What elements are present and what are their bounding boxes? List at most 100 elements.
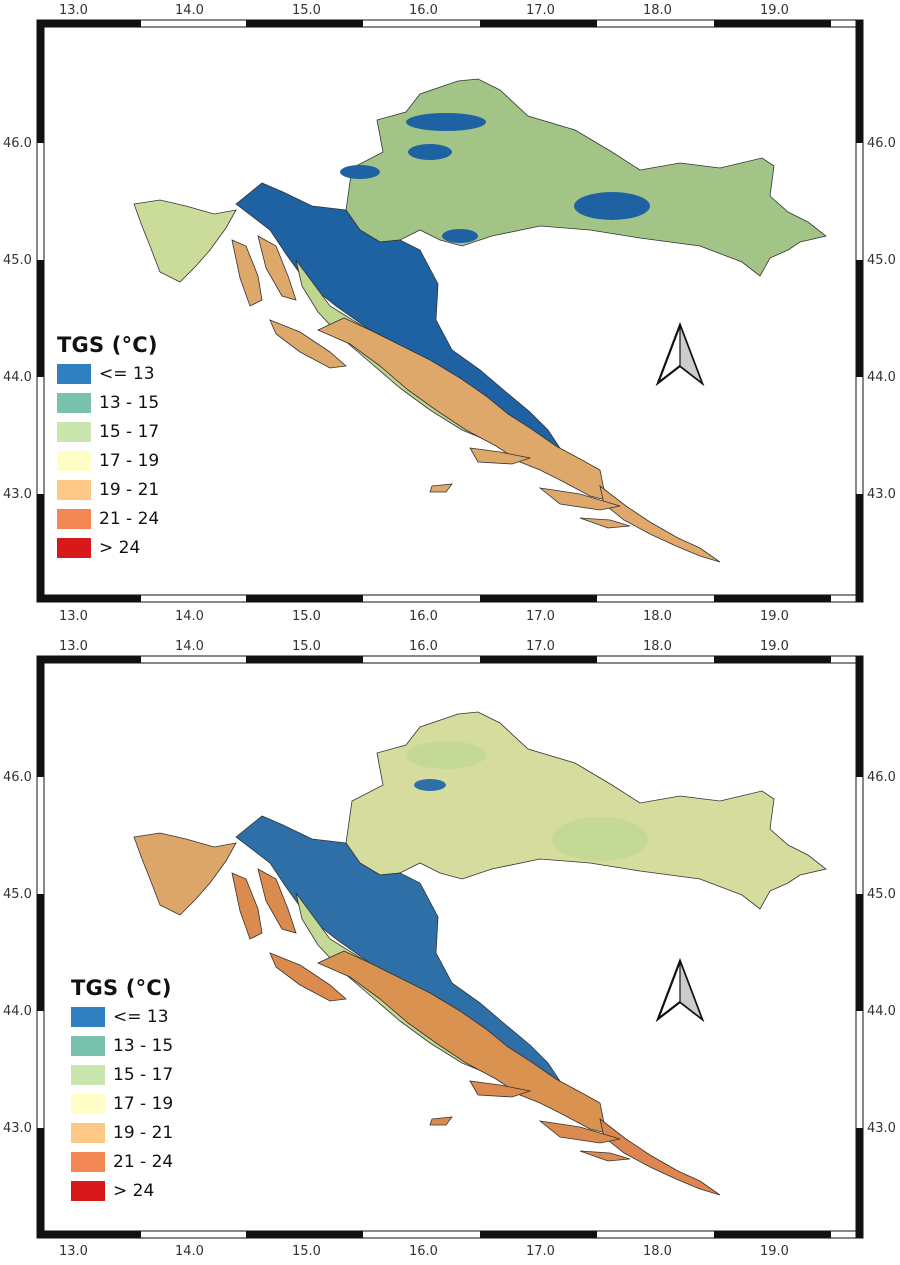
x-tick-label: 17.0: [526, 609, 555, 624]
croatia-map: [133, 78, 827, 563]
region-highland: [235, 815, 561, 1090]
island-1: [231, 239, 263, 307]
legend: TGS (°C) <= 13 13 - 15 15 - 17 17 - 19 1…: [57, 333, 159, 562]
legend-label: 13 - 15: [113, 1035, 174, 1056]
y-tick-labels-left: 46.0 45.0 44.0 43.0: [3, 136, 32, 502]
legend-label: <= 13: [113, 1006, 169, 1027]
y-tick-labels-right: 46.0 45.0 44.0 43.0: [867, 770, 896, 1136]
legend-label: <= 13: [99, 363, 155, 384]
scale-bar-bottom: [36, 1230, 864, 1239]
island-4: [469, 1080, 532, 1098]
legend-title: TGS (°C): [71, 976, 172, 1000]
legend: TGS (°C) <= 13 13 - 15 15 - 17 17 - 19 1…: [71, 976, 173, 1205]
x-tick-labels-bottom: 13.0 14.0 15.0 16.0 17.0 18.0 19.0: [59, 609, 789, 624]
x-tick-label: 13.0: [59, 609, 88, 624]
island-6: [579, 1150, 631, 1162]
legend-label: > 24: [99, 537, 141, 558]
legend-item: <= 13: [57, 359, 159, 388]
region-istria: [133, 832, 237, 916]
y-tick-labels-left: 46.0 45.0 44.0 43.0: [3, 770, 32, 1136]
x-tick-labels-top: 13.0 14.0 15.0 16.0 17.0 18.0 19.0: [59, 3, 789, 18]
x-tick-label: 19.0: [760, 609, 789, 624]
scale-bar-bottom: [36, 594, 864, 603]
x-tick-label: 15.0: [292, 639, 321, 654]
legend-swatch: [71, 1064, 105, 1085]
legend-swatch: [71, 1093, 105, 1114]
legend-swatch: [71, 1006, 105, 1027]
x-tick-label: 16.0: [409, 639, 438, 654]
y-tick-label: 43.0: [3, 1121, 32, 1136]
scale-bar-top: [36, 19, 864, 28]
legend-item: <= 13: [71, 1002, 173, 1031]
y-tick-label: 44.0: [3, 1004, 32, 1019]
legend-label: 17 - 19: [99, 450, 160, 471]
legend-label: 17 - 19: [113, 1093, 174, 1114]
x-tick-label: 14.0: [175, 609, 204, 624]
x-tick-label: 15.0: [292, 3, 321, 18]
x-tick-label: 18.0: [643, 609, 672, 624]
croatia-map: [133, 711, 827, 1196]
island-5: [538, 487, 621, 511]
x-tick-label: 19.0: [760, 1244, 789, 1259]
region-dalmatia: [317, 317, 607, 501]
x-tick-label: 15.0: [292, 1244, 321, 1259]
legend-swatch: [57, 508, 91, 529]
island-3: [269, 319, 347, 369]
legend-item: 17 - 19: [71, 1089, 173, 1118]
legend-item: > 24: [71, 1176, 173, 1205]
map-frame-top: 13.0 14.0 15.0 16.0 17.0 18.0 19.0 13.0 …: [3, 3, 896, 624]
region-south-coast: [599, 485, 721, 563]
x-tick-label: 15.0: [292, 609, 321, 624]
x-tick-label: 19.0: [760, 3, 789, 18]
y-tick-label: 43.0: [867, 1121, 896, 1136]
y-tick-label: 45.0: [3, 887, 32, 902]
legend-item: > 24: [57, 533, 159, 562]
y-tick-label: 45.0: [867, 253, 896, 268]
x-tick-label: 17.0: [526, 1244, 555, 1259]
legend-swatch: [71, 1180, 105, 1201]
y-tick-label: 44.0: [867, 1004, 896, 1019]
highland-patches: [406, 741, 648, 861]
x-tick-label: 17.0: [526, 639, 555, 654]
legend-label: 13 - 15: [99, 392, 160, 413]
y-tick-label: 45.0: [867, 887, 896, 902]
x-tick-label: 13.0: [59, 3, 88, 18]
legend-label: 21 - 24: [113, 1151, 174, 1172]
legend-item: 19 - 21: [71, 1118, 173, 1147]
north-arrow-icon: [655, 321, 705, 387]
legend-swatch: [57, 537, 91, 558]
island-6: [579, 517, 631, 529]
legend-item: 21 - 24: [71, 1147, 173, 1176]
island-2: [257, 868, 297, 934]
y-tick-label: 46.0: [3, 136, 32, 151]
x-tick-label: 16.0: [409, 1244, 438, 1259]
map-frame-bottom: 13.0 14.0 15.0 16.0 17.0 18.0 19.0 13.0 …: [3, 639, 896, 1259]
y-tick-label: 46.0: [3, 770, 32, 785]
legend-title: TGS (°C): [57, 333, 158, 357]
x-tick-label: 13.0: [59, 639, 88, 654]
scale-bar-left: [36, 19, 45, 603]
map-panel-bottom: 13.0 14.0 15.0 16.0 17.0 18.0 19.0 13.0 …: [0, 633, 900, 1265]
x-tick-label: 13.0: [59, 1244, 88, 1259]
y-tick-label: 44.0: [867, 370, 896, 385]
region-south-coast: [599, 1118, 721, 1196]
legend-swatch: [57, 450, 91, 471]
legend-label: 19 - 21: [113, 1122, 174, 1143]
x-tick-label: 14.0: [175, 639, 204, 654]
island-1: [231, 872, 263, 940]
island-3: [269, 952, 347, 1002]
island-7: [429, 1116, 453, 1126]
x-tick-labels-top: 13.0 14.0 15.0 16.0 17.0 18.0 19.0: [59, 639, 789, 654]
island-4: [469, 447, 532, 465]
x-tick-label: 19.0: [760, 639, 789, 654]
x-tick-label: 18.0: [643, 3, 672, 18]
legend-item: 19 - 21: [57, 475, 159, 504]
scale-bar-right: [855, 655, 864, 1239]
y-tick-label: 44.0: [3, 370, 32, 385]
y-tick-label: 46.0: [867, 770, 896, 785]
region-highland: [235, 182, 561, 457]
legend-swatch: [57, 363, 91, 384]
region-north: [345, 78, 827, 277]
region-istria: [133, 199, 237, 283]
x-tick-label: 17.0: [526, 3, 555, 18]
